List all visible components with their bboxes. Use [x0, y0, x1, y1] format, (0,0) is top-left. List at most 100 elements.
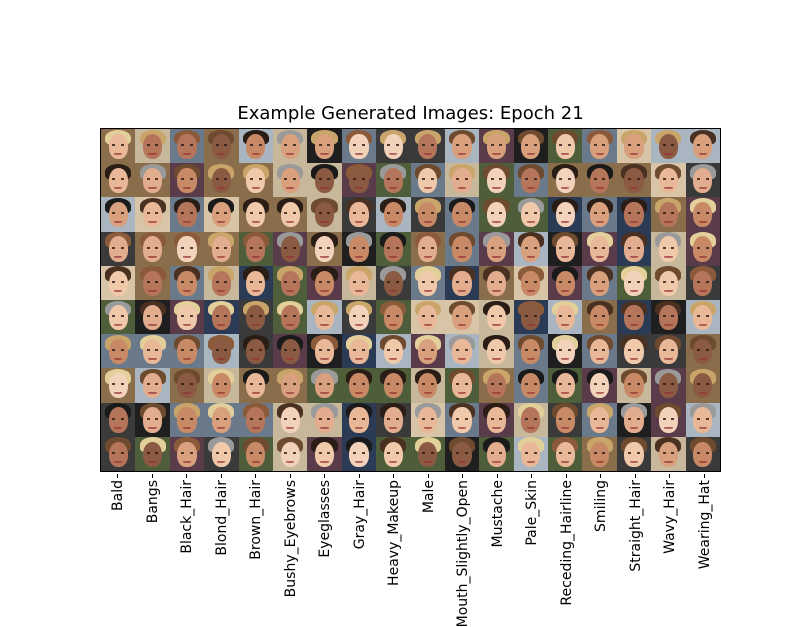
- mouth-shape: [629, 460, 639, 463]
- mouth-shape: [561, 221, 570, 224]
- face-shape: [486, 236, 507, 262]
- face-shape: [521, 441, 541, 467]
- mouth-shape: [217, 255, 226, 258]
- face-shape: [452, 441, 472, 467]
- mouth-shape: [492, 221, 501, 224]
- eyes-shape: [249, 349, 262, 352]
- face-shape: [211, 202, 231, 228]
- eyes-shape: [181, 246, 193, 249]
- mouth-shape: [286, 221, 295, 224]
- mouth-shape: [354, 358, 364, 361]
- eyes-shape: [181, 315, 193, 318]
- face-shape: [452, 133, 472, 160]
- mouth-shape: [148, 289, 157, 292]
- mouth-shape: [698, 289, 707, 292]
- mouth-shape: [423, 358, 432, 361]
- mouth-shape: [286, 289, 295, 292]
- face-shape: [693, 407, 713, 433]
- face-thumbnail: [135, 197, 170, 232]
- face-thumbnail: [410, 300, 445, 335]
- eyes-shape: [249, 383, 262, 386]
- mouth-shape: [114, 152, 123, 155]
- mouth-shape: [423, 426, 432, 429]
- face-shape: [555, 270, 575, 296]
- x-tick: [221, 474, 222, 478]
- mouth-shape: [561, 152, 570, 155]
- face-thumbnail: [169, 231, 205, 266]
- face-thumbnail: [513, 231, 549, 266]
- mouth-shape: [389, 426, 398, 429]
- figure-title: Example Generated Images: Epoch 21: [237, 103, 584, 124]
- mouth-shape: [457, 221, 467, 224]
- eyes-shape: [525, 417, 537, 420]
- face-thumbnail: [101, 368, 136, 403]
- eyes-shape: [662, 178, 675, 181]
- mouth-shape: [354, 187, 364, 190]
- face-shape: [280, 202, 300, 228]
- eyes-shape: [249, 212, 262, 215]
- mouth-shape: [664, 323, 673, 326]
- face-shape: [486, 270, 507, 296]
- mouth-shape: [492, 289, 501, 292]
- eyes-shape: [490, 451, 503, 454]
- face-shape: [280, 373, 300, 399]
- face-shape: [314, 441, 335, 467]
- eyes-shape: [284, 280, 296, 283]
- face-thumbnail: [479, 402, 514, 437]
- face-thumbnail: [204, 265, 239, 300]
- mouth-shape: [148, 460, 157, 463]
- face-shape: [452, 304, 472, 331]
- face-thumbnail: [135, 129, 170, 164]
- eyes-shape: [525, 178, 537, 181]
- face-shape: [658, 133, 679, 160]
- mouth-shape: [251, 323, 260, 326]
- face-shape: [521, 167, 541, 194]
- face-shape: [590, 304, 610, 331]
- face-shape: [555, 373, 575, 399]
- mouth-shape: [595, 255, 604, 258]
- face-shape: [590, 338, 610, 365]
- face-thumbnail: [479, 163, 514, 198]
- eyes-shape: [353, 451, 365, 454]
- face-thumbnail: [479, 300, 514, 335]
- x-tick: [428, 474, 429, 478]
- mouth-shape: [492, 152, 501, 155]
- mouth-shape: [492, 460, 501, 463]
- generated-images-grid: [100, 128, 721, 472]
- face-shape: [177, 373, 197, 399]
- eyes-shape: [284, 178, 296, 181]
- face-thumbnail: [548, 402, 583, 437]
- face-shape: [418, 407, 438, 433]
- face-thumbnail: [616, 163, 652, 198]
- mouth-shape: [526, 358, 535, 361]
- mouth-shape: [354, 152, 364, 155]
- mouth-shape: [320, 426, 329, 429]
- face-thumbnail: [616, 197, 652, 232]
- mouth-shape: [182, 460, 192, 463]
- eyes-shape: [284, 349, 296, 352]
- face-thumbnail: [513, 368, 549, 403]
- face-shape: [521, 236, 541, 262]
- face-thumbnail: [548, 231, 583, 266]
- eyes-shape: [696, 212, 709, 215]
- face-thumbnail: [135, 231, 170, 266]
- mouth-shape: [664, 221, 673, 224]
- mouth-shape: [148, 221, 157, 224]
- mouth-shape: [389, 221, 398, 224]
- mouth-shape: [561, 289, 570, 292]
- eyes-shape: [421, 280, 434, 283]
- mouth-shape: [664, 289, 673, 292]
- mouth-shape: [114, 460, 123, 463]
- face-thumbnail: [272, 300, 308, 335]
- face-thumbnail: [272, 334, 308, 369]
- face-shape: [521, 270, 541, 296]
- face-thumbnail: [204, 436, 239, 471]
- face-shape: [108, 270, 128, 296]
- eyes-shape: [490, 383, 503, 386]
- mouth-shape: [664, 460, 673, 463]
- eyes-shape: [146, 144, 159, 147]
- face-thumbnail: [582, 231, 617, 266]
- eyes-shape: [112, 417, 125, 420]
- attribute-label: Smiling: [593, 480, 609, 532]
- face-shape: [211, 236, 231, 262]
